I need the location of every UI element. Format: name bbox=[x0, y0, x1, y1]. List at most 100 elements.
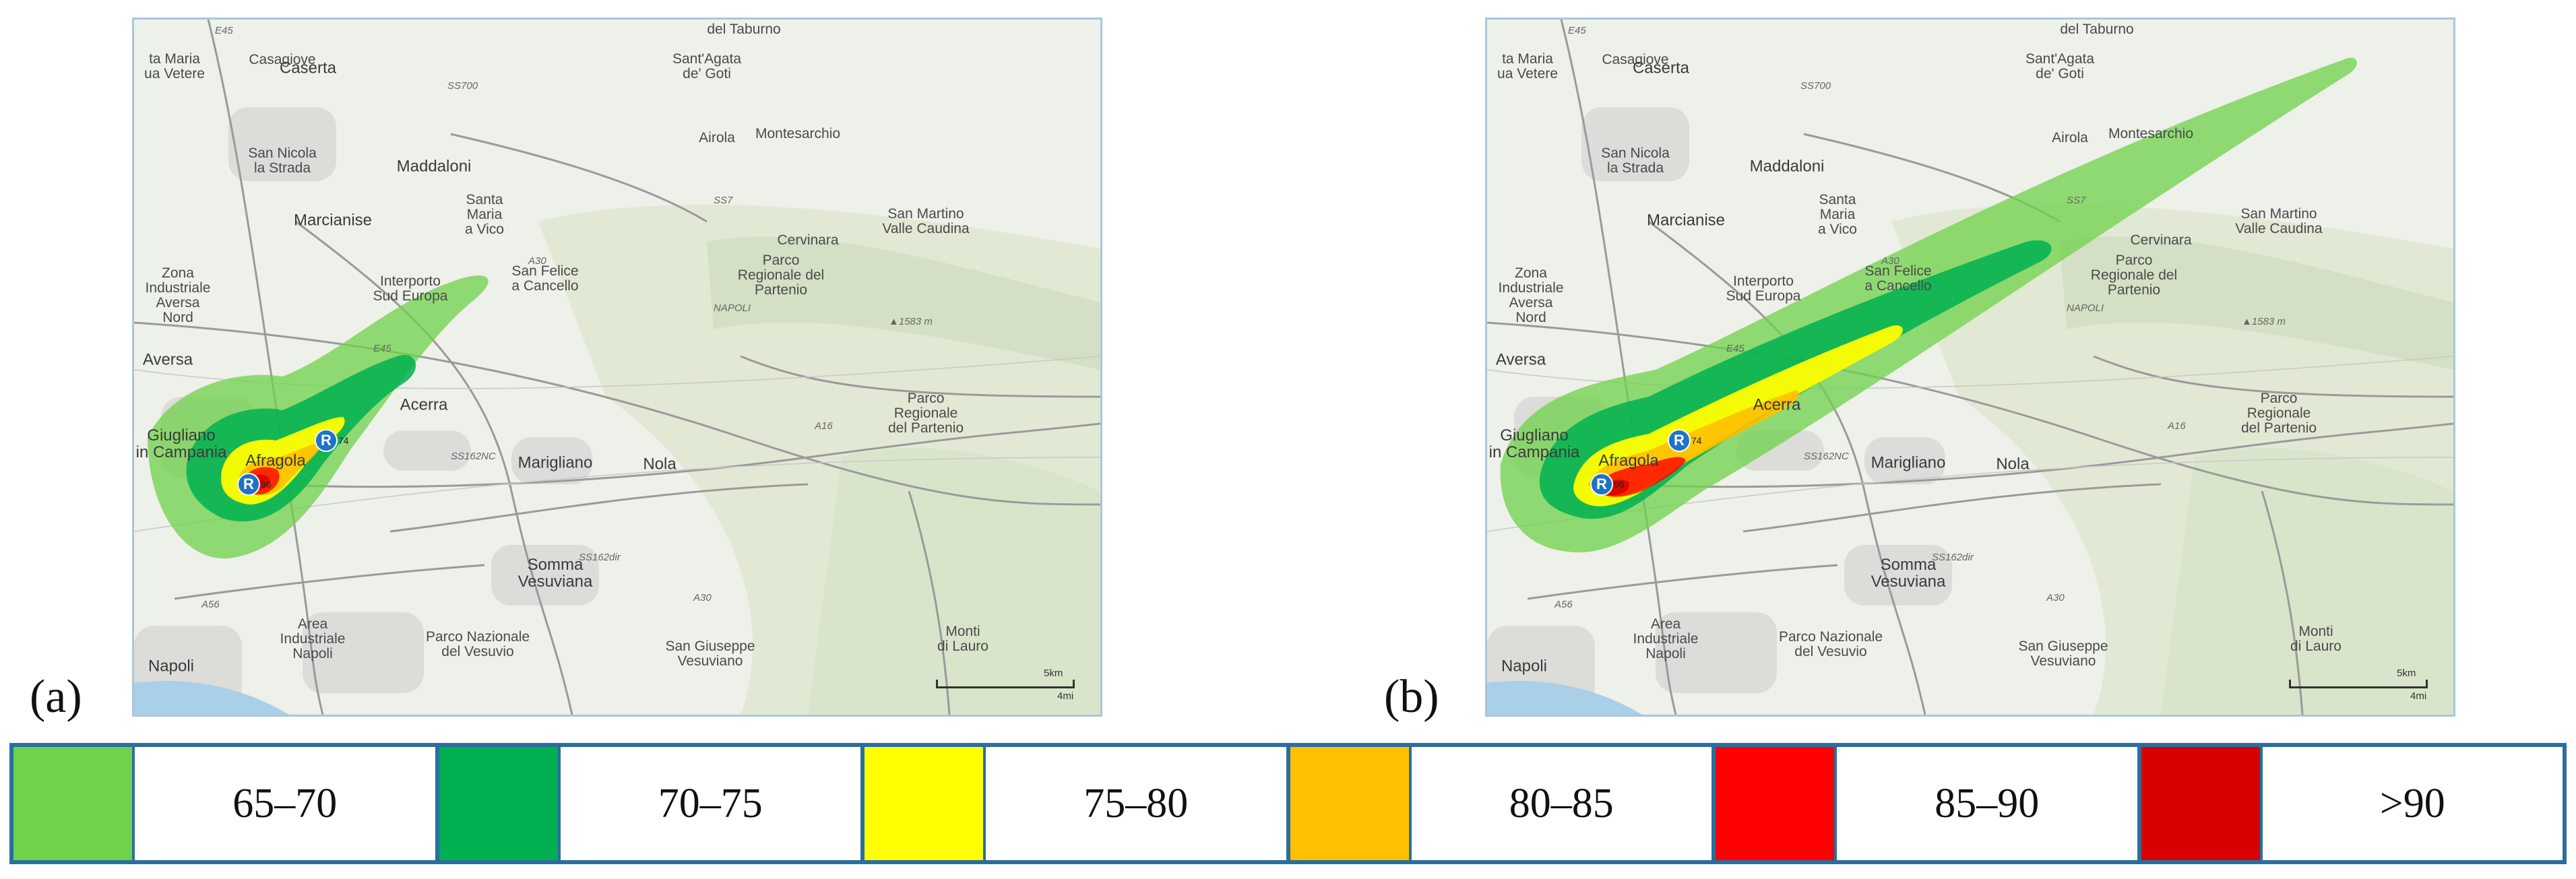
road bbox=[908, 490, 951, 715]
road bbox=[740, 355, 1100, 398]
scale-km: 5km bbox=[1044, 668, 1063, 679]
road-label: SS162NC bbox=[1804, 451, 1849, 462]
road-label: SS700 bbox=[1800, 80, 1831, 92]
receptor-marker[interactable]: R bbox=[315, 429, 338, 452]
place-label: San Felice a Cancello bbox=[1864, 263, 1932, 294]
road-label: SS162dir bbox=[1932, 552, 1974, 563]
panel-label-a: (a) bbox=[30, 671, 82, 723]
place-label: Nola bbox=[643, 455, 677, 474]
road-label: A30 bbox=[1881, 255, 1899, 267]
urban-area bbox=[303, 612, 424, 693]
place-label: del Taburno bbox=[707, 21, 781, 37]
receptor-value: 96 bbox=[1614, 479, 1625, 490]
road bbox=[268, 422, 1100, 488]
sea bbox=[134, 681, 289, 715]
road-label: E45 bbox=[215, 25, 233, 36]
legend-swatch bbox=[439, 747, 561, 860]
road bbox=[2261, 490, 2304, 715]
road-label: SS700 bbox=[447, 80, 478, 92]
place-label: Nola bbox=[1996, 455, 2030, 474]
urban-area bbox=[1581, 107, 1689, 181]
place-label: San Martino Valle Caudina bbox=[2235, 205, 2323, 236]
road-label: E45 bbox=[373, 343, 391, 354]
place-label: Parco Regionale del Partenio bbox=[2240, 390, 2317, 436]
road-label: A16 bbox=[2168, 420, 2186, 432]
place-label: Cervinara bbox=[2130, 232, 2192, 248]
place-label: San Felice a Cancello bbox=[511, 263, 579, 294]
road bbox=[1527, 564, 1838, 600]
place-label: San Giuseppe Vesuviano bbox=[2018, 638, 2108, 669]
place-label: San Martino Valle Caudina bbox=[882, 205, 970, 236]
legend-item: 70–75 bbox=[439, 747, 865, 860]
road bbox=[174, 564, 485, 600]
place-label: Afragola bbox=[1598, 451, 1659, 470]
green-hills-south bbox=[2161, 448, 2453, 715]
basemap bbox=[1487, 20, 2453, 715]
map-panel-a[interactable]: Caserta Casagiove ta Maria ua Vetere San Ni… bbox=[132, 18, 1102, 717]
road-label: A30 bbox=[2046, 592, 2065, 604]
road-label: E45 bbox=[1726, 343, 1745, 354]
receptor-value: 74 bbox=[338, 435, 349, 446]
road-label: A16 bbox=[815, 420, 833, 432]
road-label: A56 bbox=[1554, 599, 1573, 610]
place-label: Santa Maria a Vico bbox=[465, 191, 504, 238]
place-label: Napoli bbox=[1501, 657, 1548, 676]
urban-area bbox=[383, 430, 471, 471]
place-label: Aversa bbox=[1495, 350, 1546, 369]
place-label: Montesarchio bbox=[2108, 125, 2194, 141]
road bbox=[295, 220, 573, 715]
place-label: del Taburno bbox=[2060, 21, 2134, 37]
urban-area bbox=[1844, 545, 1952, 606]
peak-label: ▲1583 m bbox=[2242, 316, 2286, 327]
place-label: Santa Maria a Vico bbox=[1818, 191, 1857, 238]
road bbox=[2093, 355, 2453, 398]
legend-swatch bbox=[1716, 747, 1837, 860]
place-label: Marcianise bbox=[293, 211, 373, 230]
place-label: Parco Regionale del Partenio bbox=[2090, 252, 2178, 298]
road-label: NAPOLI bbox=[2067, 302, 2104, 314]
place-label: Cervinara bbox=[777, 232, 839, 248]
place-label: Marigliano bbox=[1871, 453, 1946, 472]
road bbox=[389, 483, 809, 533]
place-label: Zona Industriale Aversa Nord bbox=[145, 265, 211, 326]
receptor-marker[interactable]: R bbox=[1668, 429, 1691, 452]
legend-item: 80–85 bbox=[1290, 747, 1716, 860]
road bbox=[450, 133, 708, 223]
legend-label: >90 bbox=[2379, 780, 2445, 826]
scale-bar: 5km 4mi bbox=[2289, 666, 2437, 707]
scale-km: 5km bbox=[2397, 668, 2416, 679]
road bbox=[1742, 483, 2162, 533]
receptor-marker[interactable]: R bbox=[237, 473, 260, 496]
place-label: Sant'Agata de' Goti bbox=[672, 51, 742, 82]
place-label: Sant'Agata de' Goti bbox=[2025, 51, 2095, 82]
receptor-marker[interactable]: R bbox=[1590, 473, 1613, 496]
ridge bbox=[707, 236, 1100, 370]
place-label: Area Industriale Napoli bbox=[1633, 616, 1699, 662]
road bbox=[134, 321, 1100, 506]
legend-swatch bbox=[2141, 747, 2263, 860]
place-label: Area Industriale Napoli bbox=[280, 616, 346, 662]
place-label: Casagiove bbox=[249, 51, 316, 67]
legend: 65–70 70–75 75–80 80–85 85–90 >90 bbox=[9, 743, 2567, 864]
road-label: E45 bbox=[1568, 25, 1586, 36]
legend-label: 75–80 bbox=[1083, 780, 1189, 826]
place-label: Afragola bbox=[245, 451, 306, 470]
place-label: Acerra bbox=[400, 395, 448, 414]
urban-area bbox=[511, 437, 592, 484]
road-label: SS162NC bbox=[451, 451, 496, 462]
place-label: Aversa bbox=[142, 350, 193, 369]
road-label: SS7 bbox=[714, 195, 733, 206]
legend-item: 85–90 bbox=[1716, 747, 2141, 860]
place-label: ta Maria ua Vetere bbox=[1497, 51, 1558, 82]
legend-item: >90 bbox=[2141, 747, 2563, 860]
place-label: Giugliano in Campania bbox=[135, 426, 227, 461]
scale-bar: 5km 4mi bbox=[936, 666, 1084, 707]
road bbox=[1487, 321, 2453, 506]
place-label: Casagiove bbox=[1602, 51, 1669, 67]
road-label: SS7 bbox=[2067, 195, 2086, 206]
place-label: Parco Nazionale del Vesuvio bbox=[425, 628, 530, 659]
map-panel-b[interactable]: Caserta Casagiove ta Maria ua Vetere San Ni… bbox=[1485, 18, 2455, 717]
place-label: San Nicola la Strada bbox=[248, 145, 317, 176]
place-label: Interporto Sud Europa bbox=[373, 273, 448, 304]
road-label: A56 bbox=[201, 599, 220, 610]
